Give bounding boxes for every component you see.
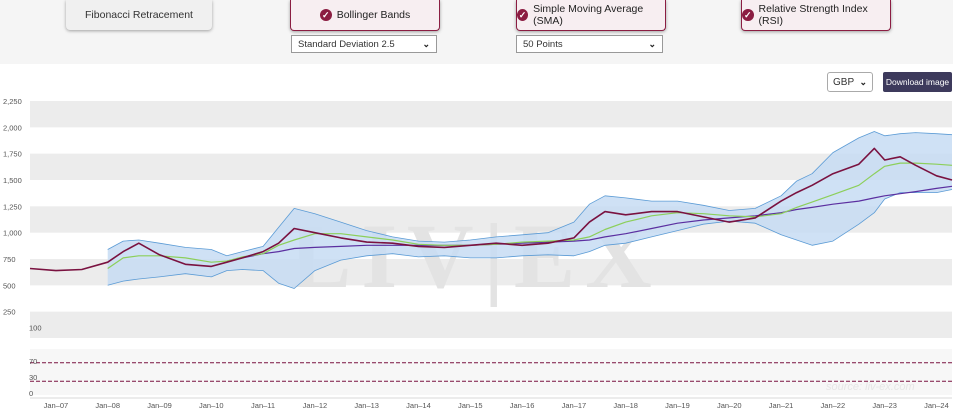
bollinger-upper-line — [107, 131, 953, 257]
x-tick-label: Jan–10 — [199, 401, 224, 410]
long-average-line — [226, 185, 953, 262]
x-tick-label: Jan–16 — [510, 401, 535, 410]
rsi-axis-label: 30 — [29, 373, 37, 382]
rsi-axis-label: 0 — [29, 389, 33, 398]
y-tick-label: 500 — [3, 281, 16, 290]
bollinger-lower-line — [107, 189, 953, 289]
x-tick-label: Jan–24 — [924, 401, 949, 410]
rsi-label: Relative Strength Index (RSI) — [758, 3, 868, 27]
bollinger-button[interactable]: ✓ Bollinger Bands — [290, 0, 440, 31]
sma-button[interactable]: ✓ Simple Moving Average (SMA) — [516, 0, 666, 31]
rsi-background — [30, 349, 952, 395]
fibonacci-button[interactable]: Fibonacci Retracement — [66, 0, 212, 30]
y-tick-label: 1,750 — [3, 150, 22, 159]
y-tick-label: 750 — [3, 255, 16, 264]
grid-band — [30, 153, 952, 180]
x-tick-label: Jan–20 — [717, 401, 742, 410]
x-tick-label: Jan–18 — [613, 401, 638, 410]
check-icon: ✓ — [742, 9, 754, 21]
x-tick-label: Jan–13 — [354, 401, 379, 410]
y-tick-label: 1,000 — [3, 229, 22, 238]
sma-line — [107, 162, 953, 269]
x-tick-label: Jan–08 — [95, 401, 120, 410]
source-label: source: liv-ex.com — [826, 381, 915, 393]
x-tick-label: Jan–09 — [147, 401, 172, 410]
y-tick-label: 1,250 — [3, 202, 22, 211]
indicator-toolbar: Fibonacci Retracement ✓ Bollinger Bands … — [0, 0, 953, 64]
sma-points-value: 50 Points — [523, 38, 563, 50]
rsi-button[interactable]: ✓ Relative Strength Index (RSI) — [741, 0, 891, 31]
fibonacci-label: Fibonacci Retracement — [85, 9, 193, 21]
rsi-panel: 70 30 0 — [29, 349, 952, 398]
grid-band — [30, 311, 952, 338]
check-icon: ✓ — [517, 9, 529, 21]
x-tick-label: Jan–14 — [406, 401, 431, 410]
bollinger-band-area — [107, 131, 952, 289]
x-axis-ticks: Jan–07 Jan–08 Jan–09 Jan–10 Jan–11 Jan–12 Jan–… — [30, 397, 952, 410]
x-tick-label: Jan–17 — [562, 401, 587, 410]
grid-band — [30, 101, 952, 128]
rsi-axis-label: 70 — [29, 357, 37, 366]
chevron-down-icon: ⌄ — [648, 38, 656, 49]
y-axis-ticks: 2,250 2,000 1,750 1,500 1,250 1,000 750 500 250 1… — [3, 97, 42, 332]
bollinger-deviation-select[interactable]: Standard Deviation 2.5 ⌄ — [291, 35, 437, 53]
bollinger-label: Bollinger Bands — [336, 9, 411, 21]
y-tick-label: 250 — [3, 308, 16, 317]
x-tick-label: Jan–07 — [44, 401, 69, 410]
sma-label: Simple Moving Average (SMA) — [533, 3, 644, 27]
x-tick-label: Jan–11 — [251, 401, 275, 410]
y-tick-label: 100 — [29, 323, 42, 332]
y-tick-label: 1,500 — [3, 176, 22, 185]
chevron-down-icon: ⌄ — [422, 38, 430, 49]
y-tick-label: 2,250 — [3, 97, 22, 106]
currency-value: GBP — [833, 76, 855, 88]
x-tick-label: Jan–15 — [458, 401, 483, 410]
x-tick-label: Jan–19 — [665, 401, 690, 410]
download-image-button[interactable]: Download image — [883, 72, 952, 92]
x-tick-label: Jan–12 — [303, 401, 328, 410]
x-tick-label: Jan–21 — [769, 401, 794, 410]
x-tick-label: Jan–23 — [872, 401, 897, 410]
check-icon: ✓ — [319, 9, 332, 21]
y-tick-label: 2,000 — [3, 123, 22, 132]
series-layer — [29, 131, 953, 289]
chevron-down-icon: ⌄ — [859, 76, 867, 87]
x-tick-label: Jan–22 — [821, 401, 846, 410]
index-line — [29, 147, 953, 272]
sma-points-select[interactable]: 50 Points ⌄ — [516, 35, 663, 53]
currency-select[interactable]: GBP ⌄ — [827, 72, 873, 92]
bollinger-deviation-value: Standard Deviation 2.5 — [298, 38, 395, 50]
